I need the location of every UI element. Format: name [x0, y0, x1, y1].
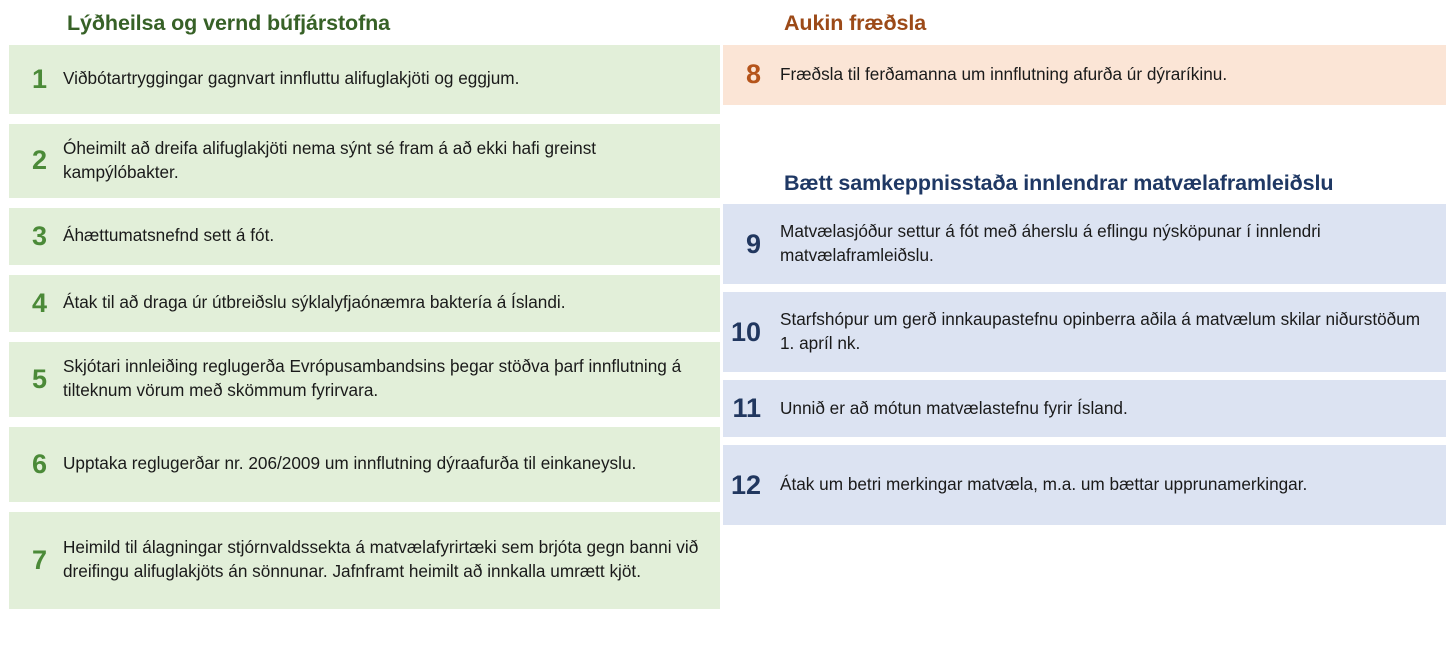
list-item[interactable]: 7 Heimild til álagningar stjórnvaldssekt…: [9, 511, 720, 609]
section-gap: [723, 115, 1446, 173]
list-item-text: Skjótari innleiðing reglugerða Evrópusam…: [63, 356, 682, 400]
list-item-number: 7: [31, 544, 47, 575]
list-item-text: Heimild til álagningar stjórnvaldssekta …: [63, 537, 699, 581]
list-item[interactable]: 8 Fræðsla til ferðamanna um innflutning …: [723, 44, 1446, 105]
list-item[interactable]: 3 Áhættumatsnefnd sett á fót.: [9, 207, 720, 265]
list-item-text: Átak til að draga úr útbreiðslu sýklalyf…: [63, 292, 566, 313]
list-item-number: 1: [31, 63, 47, 94]
list-samkeppnisstada: 9 Matvælasjóður settur á fót með áherslu…: [723, 204, 1446, 533]
list-item-number: 8: [745, 59, 761, 89]
list-item[interactable]: 6 Upptaka reglugerðar nr. 206/2009 um in…: [9, 426, 720, 502]
list-item[interactable]: 11 Unnið er að mótun matvælastefnu fyrir…: [723, 380, 1446, 437]
list-item-number: 2: [31, 145, 47, 175]
list-item-number: 3: [31, 220, 47, 251]
list-item-number: 9: [745, 228, 761, 259]
section-title-lydheilsa: Lýðheilsa og vernd búfjárstofna: [67, 11, 391, 35]
list-item-number: 10: [730, 316, 761, 347]
list-item-number: 11: [732, 393, 761, 423]
list-item-number: 12: [730, 469, 761, 500]
list-item-text: Matvælasjóður settur á fót með áherslu á…: [780, 221, 1321, 265]
list-item[interactable]: 5 Skjótari innleiðing reglugerða Evrópus…: [9, 341, 720, 417]
list-item[interactable]: 4 Átak til að draga úr útbreiðslu sýklal…: [9, 274, 720, 332]
list-item-text: Starfshópur um gerð innkaupastefnu opinb…: [780, 309, 1421, 353]
list-item-text: Óheimilt að dreifa alifuglakjöti nema sý…: [63, 137, 597, 182]
section-title-samkeppnisstada: Bætt samkeppnisstaða innlendrar matvælaf…: [784, 170, 1334, 195]
list-item-text: Átak um betri merkingar matvæla, m.a. um…: [780, 474, 1308, 495]
list-item-number: 4: [31, 287, 47, 318]
list-lydheilsa: 1 Viðbótartryggingar gagnvart innfluttu …: [9, 44, 720, 619]
list-fraedsla: 8 Fræðsla til ferðamanna um innflutning …: [723, 44, 1446, 115]
list-item[interactable]: 1 Viðbótartryggingar gagnvart innfluttu …: [9, 44, 720, 114]
list-item-text: Upptaka reglugerðar nr. 206/2009 um innf…: [63, 453, 637, 474]
list-item[interactable]: 2 Óheimilt að dreifa alifuglakjöti nema …: [9, 123, 720, 198]
list-item-text: Áhættumatsnefnd sett á fót.: [63, 225, 275, 246]
list-item-text: Viðbótartryggingar gagnvart innfluttu al…: [63, 68, 520, 89]
list-item-number: 5: [31, 363, 47, 394]
column-education-competitiveness: Aukin fræðsla 8 Fræðsla til ferðamanna u…: [720, 0, 1446, 533]
column-public-health: Lýðheilsa og vernd búfjárstofna 1 Viðbót…: [0, 0, 720, 619]
list-item[interactable]: 9 Matvælasjóður settur á fót með áherslu…: [723, 204, 1446, 284]
list-item[interactable]: 10 Starfshópur um gerð innkaupastefnu op…: [723, 292, 1446, 372]
list-item[interactable]: 12 Átak um betri merkingar matvæla, m.a.…: [723, 445, 1446, 525]
list-item-number: 6: [31, 448, 47, 479]
list-item-text: Fræðsla til ferðamanna um innflutning af…: [780, 63, 1228, 84]
list-item-text: Unnið er að mótun matvælastefnu fyrir Ís…: [780, 397, 1128, 418]
section-title-fraedsla: Aukin fræðsla: [784, 11, 927, 35]
